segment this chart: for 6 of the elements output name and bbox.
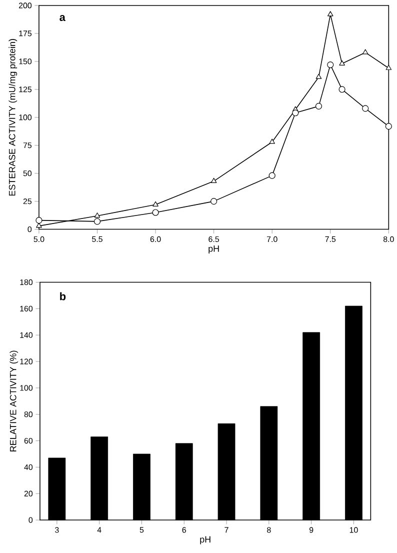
x-axis-title: pH	[200, 536, 210, 544]
y-axis-title: ESTERASE ACTIVITY (mU/mg protein)	[8, 39, 18, 196]
annotation: a	[60, 15, 66, 22]
annotation: b	[60, 292, 66, 300]
x-axis-title: pH	[208, 246, 219, 254]
y-axis-title: RELATIVE ACTIVITY (%)	[10, 350, 18, 452]
